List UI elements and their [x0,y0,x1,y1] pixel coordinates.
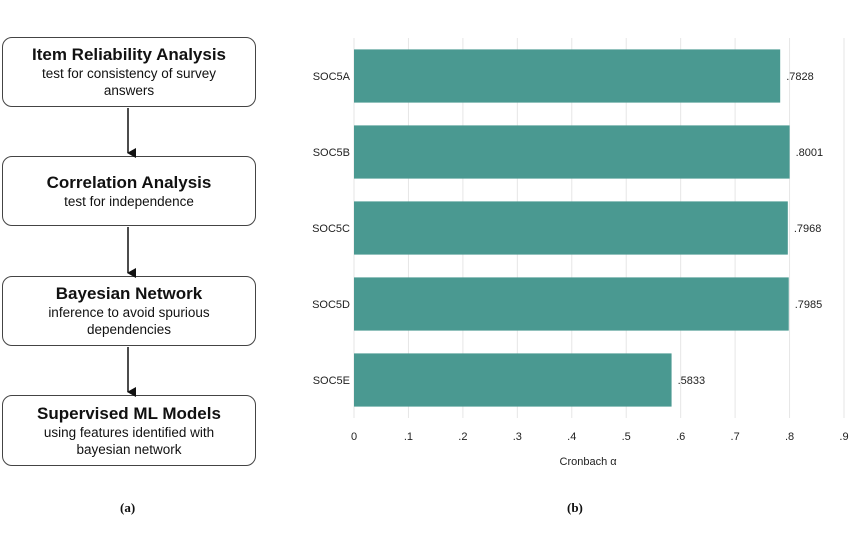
flow-step-desc: test for independence [64,193,194,209]
category-label: SOC5E [313,375,350,387]
flow-step-title: Bayesian Network [55,284,203,303]
category-label: SOC5B [313,147,350,159]
x-tick-labels: 0 .1 .2 .3 .4 .5 .6 .7 .8 .9 [351,431,849,443]
x-tick-label: 0 [351,431,357,443]
data-labels: .7828 .8001 .7968 .7985 .5833 [678,71,824,387]
flow-step-item-reliability: Item Reliability Analysis test for consi… [2,37,256,107]
panel-label-b: (b) [567,500,583,515]
x-tick-label: .9 [839,431,848,443]
cronbach-bar-chart: SOC5A SOC5B SOC5C SOC5D SOC5E .7828 .8001 .796… [312,38,849,468]
data-label: .5833 [678,375,706,387]
category-label: SOC5C [312,223,350,235]
bar-soc5d [354,277,789,331]
x-tick-label: .3 [513,431,522,443]
flow-step-desc: test for consistency of survey [41,66,217,81]
x-tick-label: .1 [404,431,413,443]
flow-step-desc: dependencies [86,322,172,337]
flow-step-desc: answers [103,83,155,98]
data-label: .7828 [786,71,814,83]
bar-soc5a [354,49,781,103]
flow-step-title: Item Reliability Analysis [32,45,226,64]
category-label: SOC5A [313,71,351,83]
flow-step-desc: inference to avoid spurious [48,305,210,320]
bar-soc5e [354,353,672,407]
bar-soc5c [354,201,788,255]
category-label: SOC5D [312,299,350,311]
flow-step-desc: using features identified with [43,424,215,440]
data-label: .8001 [796,147,824,159]
flow-step-title: Supervised ML Models [37,403,221,423]
x-tick-label: .4 [567,431,576,443]
x-tick-label: .7 [731,431,740,443]
flow-arrows [127,108,136,397]
data-label: .7985 [795,299,823,311]
x-tick-label: .6 [676,431,685,443]
panel-label-a: (a) [120,500,136,515]
x-tick-label: .2 [458,431,467,443]
category-labels: SOC5A SOC5B SOC5C SOC5D SOC5E [312,71,351,387]
data-label: .7968 [794,223,822,235]
flow-step-desc: bayesian network [76,441,182,457]
bar-soc5b [354,125,790,179]
flow-step-title: Correlation Analysis [46,172,212,192]
x-tick-label: .5 [622,431,631,443]
x-tick-label: .8 [785,431,794,443]
flow-step-bayesian-network: Bayesian Network inference to avoid spur… [2,276,256,346]
x-axis-title: Cronbach α [560,456,618,468]
flow-step-supervised-ml: Supervised ML Models using features iden… [2,395,256,466]
bars [354,49,790,407]
